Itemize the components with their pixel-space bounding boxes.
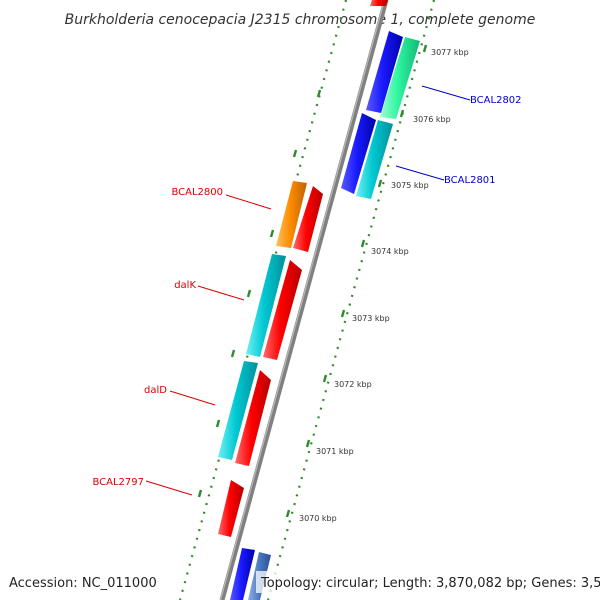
gene-label-dald[interactable]: dalD <box>144 385 216 406</box>
genome-summary-text: Topology: circular; Length: 3,870,082 bp… <box>260 576 600 591</box>
gene-label-text: dalD <box>144 385 167 396</box>
feature-cyan-1 <box>246 254 286 357</box>
kbp-tick: 3075 kbp <box>391 181 429 190</box>
feature-green <box>380 37 420 119</box>
cds-red-top <box>370 0 388 6</box>
kbp-tick: 3074 kbp <box>371 247 409 256</box>
gene-label-leader <box>421 85 471 101</box>
gene-label-text: BCAL2801 <box>444 175 496 186</box>
gene-label-bcal2802[interactable]: BCAL2802 <box>421 85 522 106</box>
kbp-tick: 3071 kbp <box>316 447 354 456</box>
summary-background <box>256 571 596 593</box>
feature-cyan-2 <box>218 361 258 460</box>
kbp-ticks: 3077 kbp 3076 kbp 3075 kbp 3074 kbp 3073… <box>299 48 469 523</box>
gene-label-dalk[interactable]: dalK <box>174 280 245 301</box>
kbp-tick: 3070 kbp <box>299 514 337 523</box>
cds-red-2 <box>263 260 302 360</box>
map-title: Burkholderia cenocepacia J2315 chromosom… <box>65 12 536 28</box>
gene-label-leader <box>395 165 445 181</box>
kbp-tick: 3072 kbp <box>334 380 372 389</box>
gene-label-bcal2797[interactable]: BCAL2797 <box>92 477 193 496</box>
gene-label-text: BCAL2797 <box>92 477 144 488</box>
gene-label-leader <box>145 480 193 496</box>
gene-label-leader <box>169 390 216 406</box>
gene-label-bcal2800[interactable]: BCAL2800 <box>171 187 272 210</box>
feature-orange <box>276 181 307 248</box>
gene-label-leader <box>197 285 245 301</box>
cds-red-1 <box>293 186 323 252</box>
gene-label-leader <box>225 194 272 210</box>
gene-label-text: BCAL2800 <box>171 187 223 198</box>
ring-dash-marks <box>197 44 428 518</box>
cds-red-4 <box>218 480 244 537</box>
kbp-tick: 3077 kbp <box>431 48 469 57</box>
kbp-tick: 3073 kbp <box>352 314 390 323</box>
backbone-highlight <box>219 0 386 600</box>
cds-blue-2 <box>341 113 376 194</box>
gene-label-text: dalK <box>174 280 196 291</box>
feature-cyan-3 <box>356 120 393 199</box>
kbp-tick: 3076 kbp <box>413 115 451 124</box>
cds-blue-3 <box>230 548 255 600</box>
cds-blue-1 <box>366 31 403 113</box>
genome-backbone <box>219 0 389 600</box>
gene-label-text: BCAL2802 <box>470 95 522 106</box>
gene-label-bcal2801[interactable]: BCAL2801 <box>395 165 496 186</box>
accession-text: Accession: NC_011000 <box>9 576 157 591</box>
cds-red-3 <box>235 370 271 466</box>
